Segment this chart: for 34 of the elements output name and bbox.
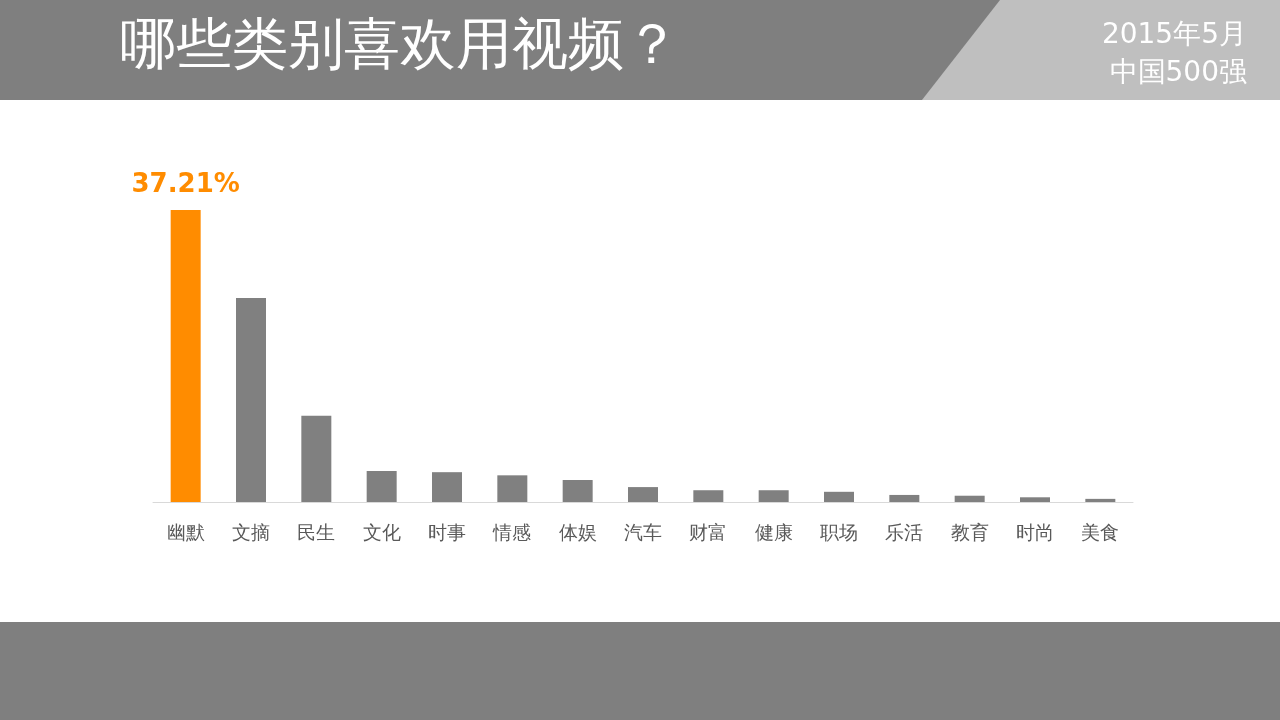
chart-title: 哪些类别喜欢用视频？	[120, 10, 680, 76]
x-tick-label: 美食	[1081, 520, 1120, 543]
bar	[824, 491, 854, 502]
bar	[954, 495, 985, 502]
bar	[628, 487, 658, 502]
bar	[366, 471, 397, 502]
bar	[1020, 497, 1050, 502]
text: 中国500强	[1109, 54, 1248, 88]
bar	[889, 494, 920, 502]
bar	[170, 210, 201, 502]
x-tick-label: 财富	[689, 520, 728, 543]
bar	[758, 490, 789, 502]
x-tick-label: 健康	[754, 520, 793, 543]
bar	[497, 475, 528, 502]
x-tick-label: 文化	[362, 520, 401, 543]
x-tick-label: 职场	[820, 520, 858, 543]
x-tick-label: 幽默	[166, 520, 205, 543]
x-tick-label: 乐活	[885, 520, 924, 543]
x-tick-label: 汽车	[624, 520, 662, 543]
x-tick-label: 教育	[950, 520, 989, 543]
bar	[693, 490, 724, 502]
x-tick-label: 时尚	[1016, 520, 1054, 543]
chart-subtitle: 2015年5月	[1101, 16, 1248, 50]
x-tick-label: 民生	[297, 520, 336, 543]
x-tick-label: 情感	[492, 520, 532, 543]
x-tick-label: 时事	[428, 520, 466, 543]
x-tick-label: 体娱	[558, 520, 597, 543]
bar	[562, 480, 593, 502]
bar	[236, 297, 266, 502]
bar	[301, 415, 332, 502]
x-tick-label: 文摘	[232, 520, 270, 543]
data-label: 37.21%	[131, 168, 240, 198]
bar	[1085, 498, 1116, 502]
bar	[432, 472, 462, 502]
